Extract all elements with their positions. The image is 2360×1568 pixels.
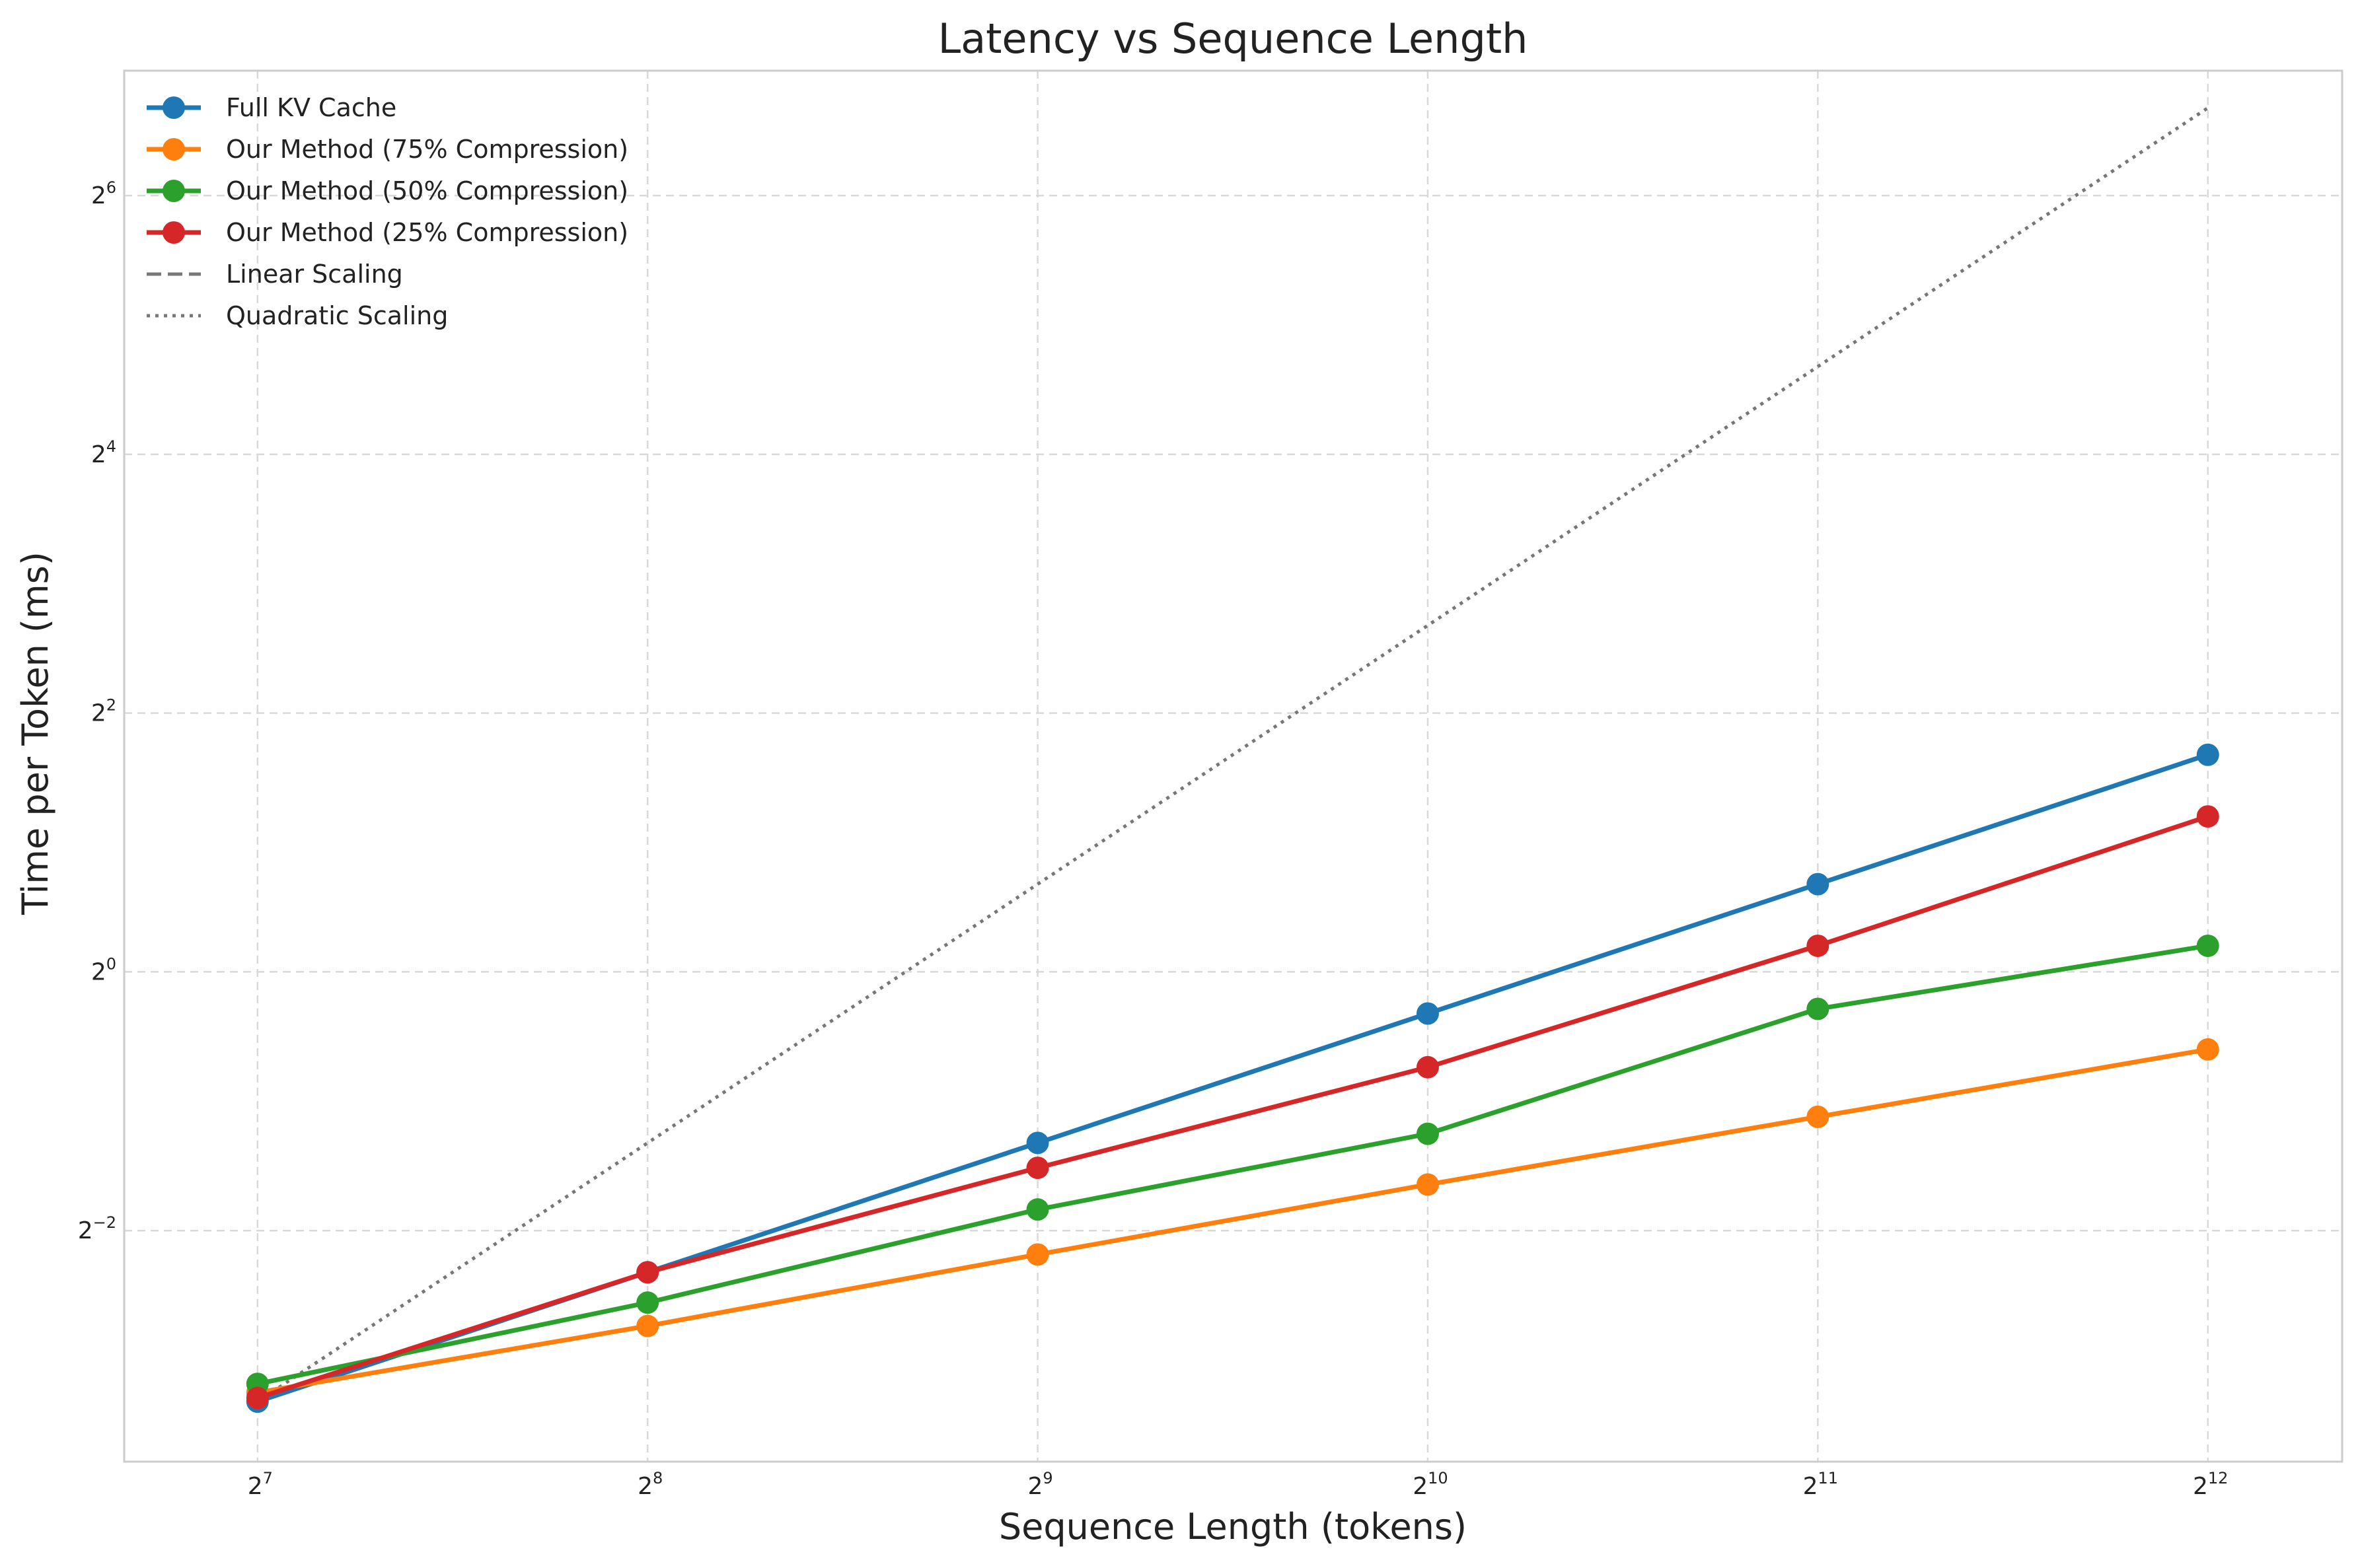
series-5 xyxy=(256,106,2209,1404)
data-point xyxy=(1416,1173,1439,1196)
data-point xyxy=(636,1314,659,1337)
grid-lines xyxy=(124,71,2342,1462)
y-tick-label: 20 xyxy=(91,954,116,985)
data-point xyxy=(2196,934,2219,957)
series-0 xyxy=(246,743,2219,1413)
legend-label: Linear Scaling xyxy=(226,260,403,289)
x-axis-label: Sequence Length (tokens) xyxy=(999,1506,1467,1548)
legend: Full KV Cache Our Method (75% Compression… xyxy=(147,93,628,330)
data-point xyxy=(1026,1131,1049,1155)
series-1 xyxy=(246,1038,2219,1404)
y-tick-label: 22 xyxy=(91,696,116,727)
legend-label: Our Method (50% Compression) xyxy=(226,176,628,205)
data-point xyxy=(2196,1038,2219,1061)
data-point xyxy=(1026,1243,1049,1266)
tick-labels: 27 28 29 210 211 212 2−2 20 22 24 26 xyxy=(78,178,2229,1500)
series-line xyxy=(257,943,2209,1386)
data-point xyxy=(1416,1055,1439,1079)
data-point xyxy=(2196,743,2219,766)
x-tick-label: 212 xyxy=(2193,1469,2228,1500)
x-tick-label: 27 xyxy=(248,1469,273,1500)
x-tick-label: 210 xyxy=(1413,1469,1448,1500)
data-point xyxy=(1416,1122,1439,1145)
legend-label: Our Method (75% Compression) xyxy=(226,135,628,164)
legend-item: Our Method (50% Compression) xyxy=(147,176,628,205)
data-point xyxy=(1806,997,1829,1020)
chart-title: Latency vs Sequence Length xyxy=(938,15,1528,63)
series-line xyxy=(256,814,2209,1400)
data-point xyxy=(2196,805,2219,828)
legend-marker xyxy=(163,138,185,160)
legend-marker xyxy=(163,221,185,244)
y-axis-label: Time per Token (ms) xyxy=(15,552,56,915)
data-point xyxy=(1026,1198,1049,1221)
legend-label: Full KV Cache xyxy=(226,93,396,122)
series-line xyxy=(257,1047,2209,1395)
data-point xyxy=(1806,934,1829,957)
legend-item: Full KV Cache xyxy=(147,93,396,122)
y-tick-label: 24 xyxy=(91,437,116,468)
y-tick-label: 26 xyxy=(91,178,116,209)
legend-item: Our Method (75% Compression) xyxy=(147,135,628,164)
legend-marker xyxy=(163,180,185,202)
x-tick-label: 29 xyxy=(1027,1469,1052,1500)
legend-marker xyxy=(163,96,185,119)
legend-label: Our Method (25% Compression) xyxy=(226,218,628,247)
data-point xyxy=(1806,873,1829,896)
x-tick-label: 211 xyxy=(1803,1469,1838,1500)
data-point xyxy=(1416,1002,1439,1025)
data-point xyxy=(636,1261,659,1284)
legend-item: Our Method (25% Compression) xyxy=(147,218,628,247)
series-3 xyxy=(246,805,2219,1409)
data-point xyxy=(1026,1157,1049,1180)
data-point xyxy=(636,1291,659,1314)
legend-item: Linear Scaling xyxy=(147,260,403,289)
series-line xyxy=(256,106,2209,1404)
x-tick-label: 28 xyxy=(638,1469,663,1500)
series-layer xyxy=(246,106,2219,1413)
series-2 xyxy=(246,934,2219,1396)
data-point xyxy=(246,1386,269,1409)
data-point xyxy=(1806,1105,1829,1128)
legend-item: Quadratic Scaling xyxy=(147,301,448,330)
y-tick-label: 2−2 xyxy=(78,1213,116,1244)
legend-label: Quadratic Scaling xyxy=(226,301,448,330)
plot-frame xyxy=(123,69,2343,1463)
